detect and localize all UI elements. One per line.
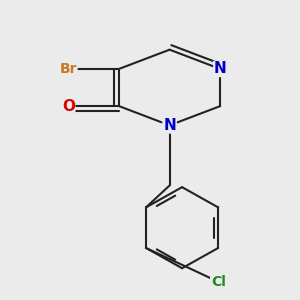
Text: Br: Br: [59, 62, 77, 76]
Text: Cl: Cl: [211, 275, 226, 289]
Text: N: N: [163, 118, 176, 133]
Text: O: O: [62, 99, 75, 114]
Text: N: N: [214, 61, 226, 76]
